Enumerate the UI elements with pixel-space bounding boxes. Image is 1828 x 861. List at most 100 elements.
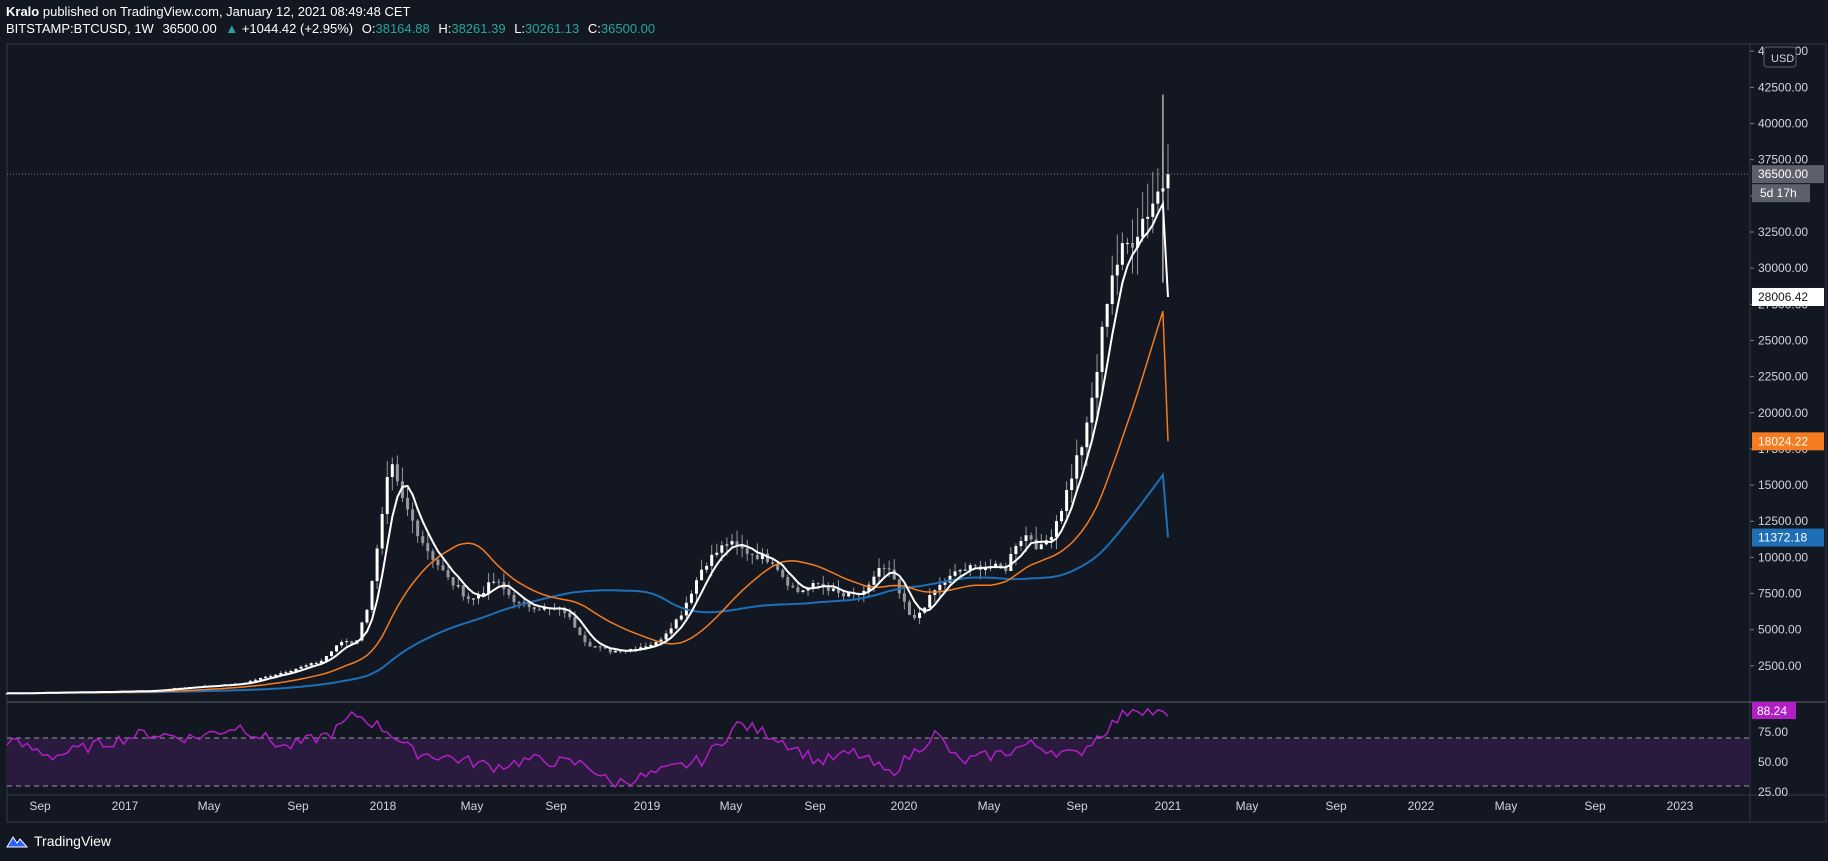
candle[interactable] bbox=[1060, 508, 1064, 524]
time-axis[interactable]: Sep 2017 May Sep 2018 May Sep 2019 May Sep 2020 May… bbox=[29, 799, 1693, 813]
candle[interactable] bbox=[375, 544, 379, 589]
candle[interactable] bbox=[482, 586, 486, 596]
candle[interactable] bbox=[760, 548, 764, 565]
candle[interactable] bbox=[578, 626, 582, 636]
candle[interactable] bbox=[928, 588, 932, 609]
candle[interactable] bbox=[1070, 464, 1074, 503]
symbol-label[interactable]: BITSTAMP:BTCUSD, 1W bbox=[6, 21, 154, 36]
candle[interactable] bbox=[1080, 445, 1084, 470]
candle[interactable] bbox=[745, 539, 749, 561]
candle[interactable] bbox=[1044, 534, 1048, 546]
candle[interactable] bbox=[507, 581, 511, 599]
candle[interactable] bbox=[700, 559, 704, 581]
candle[interactable] bbox=[588, 638, 592, 647]
candle[interactable] bbox=[963, 562, 967, 571]
candle[interactable] bbox=[385, 461, 389, 525]
candle[interactable] bbox=[750, 553, 754, 565]
candle[interactable] bbox=[877, 558, 881, 584]
candle[interactable] bbox=[943, 578, 947, 590]
candle[interactable] bbox=[1004, 562, 1008, 574]
candle[interactable] bbox=[426, 533, 430, 560]
candle[interactable] bbox=[938, 577, 942, 598]
candle[interactable] bbox=[1105, 303, 1109, 338]
candle[interactable] bbox=[740, 534, 744, 558]
candle[interactable] bbox=[1049, 529, 1053, 549]
candle[interactable] bbox=[826, 582, 830, 596]
price-pane[interactable] bbox=[5, 94, 1751, 695]
candle[interactable] bbox=[487, 573, 491, 600]
candle[interactable] bbox=[801, 589, 805, 594]
candle[interactable] bbox=[715, 543, 719, 558]
candle[interactable] bbox=[1065, 481, 1069, 518]
candle[interactable] bbox=[684, 596, 688, 618]
currency-badge[interactable]: USD bbox=[1763, 46, 1797, 68]
candle[interactable] bbox=[461, 585, 465, 601]
candle[interactable] bbox=[416, 519, 420, 543]
candle[interactable] bbox=[1166, 144, 1170, 211]
candle[interactable] bbox=[583, 631, 587, 647]
candle[interactable] bbox=[842, 590, 846, 601]
candle[interactable] bbox=[695, 577, 699, 602]
candle[interactable] bbox=[299, 665, 303, 669]
candle[interactable] bbox=[365, 608, 369, 625]
candle[interactable] bbox=[603, 646, 607, 649]
candle[interactable] bbox=[436, 558, 440, 571]
candle[interactable] bbox=[730, 533, 734, 549]
candle[interactable] bbox=[1019, 536, 1023, 552]
candle[interactable] bbox=[1156, 168, 1160, 211]
candle[interactable] bbox=[1034, 526, 1038, 551]
author-name[interactable]: Kralo bbox=[6, 4, 40, 19]
candle[interactable] bbox=[1141, 192, 1145, 242]
candle[interactable] bbox=[1131, 219, 1135, 274]
candle[interactable] bbox=[1009, 547, 1013, 572]
candle[interactable] bbox=[1125, 237, 1129, 255]
candle[interactable] bbox=[918, 608, 922, 625]
candle[interactable] bbox=[258, 677, 262, 681]
candle[interactable] bbox=[847, 592, 851, 598]
candle[interactable] bbox=[492, 572, 496, 585]
candle[interactable] bbox=[314, 661, 318, 665]
candle[interactable] bbox=[1075, 439, 1079, 491]
candle[interactable] bbox=[892, 559, 896, 580]
candle[interactable] bbox=[370, 580, 374, 613]
candle[interactable] bbox=[329, 650, 333, 658]
candle[interactable] bbox=[1095, 354, 1099, 421]
candle[interactable] bbox=[933, 589, 937, 603]
candle[interactable] bbox=[274, 674, 278, 677]
candle[interactable] bbox=[532, 606, 536, 613]
candle[interactable] bbox=[456, 578, 460, 589]
candle[interactable] bbox=[913, 609, 917, 620]
candle[interactable] bbox=[406, 487, 410, 517]
candle[interactable] bbox=[867, 581, 871, 597]
candle[interactable] bbox=[304, 663, 308, 668]
candle[interactable] bbox=[598, 645, 602, 652]
candle[interactable] bbox=[446, 566, 450, 581]
candle[interactable] bbox=[400, 467, 404, 503]
candle[interactable] bbox=[1100, 321, 1104, 392]
candle[interactable] bbox=[411, 502, 415, 534]
candle[interactable] bbox=[512, 591, 516, 609]
candle[interactable] bbox=[786, 574, 790, 591]
candle[interactable] bbox=[537, 606, 541, 611]
candle[interactable] bbox=[679, 610, 683, 622]
candle[interactable] bbox=[471, 598, 475, 606]
candle[interactable] bbox=[953, 563, 957, 578]
candle[interactable] bbox=[466, 592, 470, 604]
candle[interactable] bbox=[811, 579, 815, 593]
candle[interactable] bbox=[340, 639, 344, 648]
candle[interactable] bbox=[476, 591, 480, 605]
candle[interactable] bbox=[1090, 382, 1094, 445]
candle[interactable] bbox=[1115, 234, 1119, 295]
candle[interactable] bbox=[1120, 232, 1124, 271]
candle[interactable] bbox=[907, 599, 911, 616]
candle[interactable] bbox=[791, 582, 795, 589]
candle[interactable] bbox=[431, 548, 435, 568]
candle[interactable] bbox=[451, 577, 455, 590]
candle[interactable] bbox=[395, 455, 399, 486]
candle[interactable] bbox=[593, 646, 597, 648]
candle[interactable] bbox=[390, 457, 394, 491]
candle[interactable] bbox=[502, 573, 506, 596]
candle[interactable] bbox=[1029, 532, 1033, 542]
candle[interactable] bbox=[335, 645, 339, 653]
